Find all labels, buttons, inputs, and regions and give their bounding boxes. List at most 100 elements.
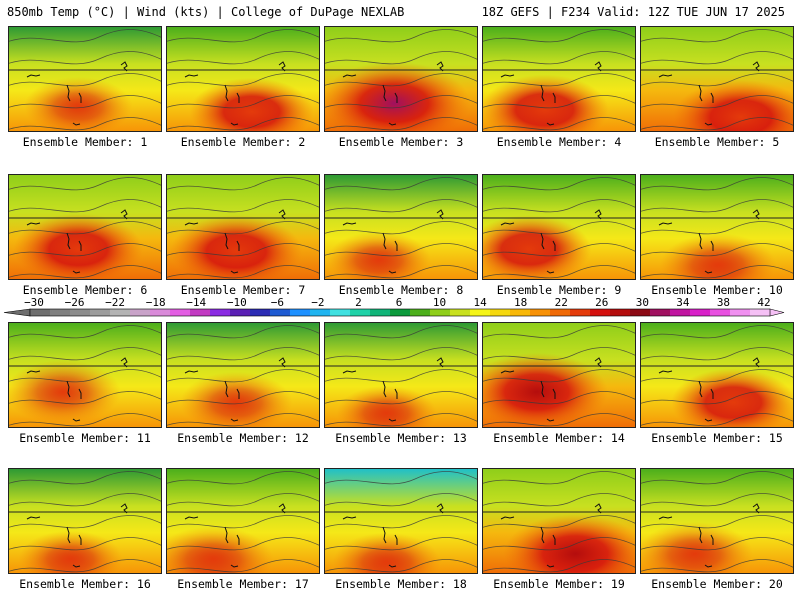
colorbar-swatch: [230, 309, 251, 316]
colorbar-tick-label: −22: [105, 296, 125, 309]
ensemble-member-label: Ensemble Member: 14: [493, 431, 625, 445]
ensemble-member-label: Ensemble Member: 5: [654, 135, 780, 149]
ensemble-panel-13: [324, 322, 478, 428]
colorbar-tick-label: −10: [227, 296, 247, 309]
colorbar-swatch: [690, 309, 711, 316]
colorbar-swatch: [610, 309, 631, 316]
colorbar-swatch: [350, 309, 371, 316]
ensemble-panel-4: [482, 26, 636, 132]
ensemble-member-label: Ensemble Member: 20: [651, 577, 783, 591]
ensemble-panel-7: [166, 174, 320, 280]
colorbar-swatch: [530, 309, 551, 316]
colorbar-swatch: [550, 309, 571, 316]
ensemble-member-label: Ensemble Member: 11: [19, 431, 151, 445]
colorbar-tick-label: 26: [595, 296, 608, 309]
colorbar-swatch: [430, 309, 451, 316]
ensemble-member-label: Ensemble Member: 6: [22, 283, 148, 297]
ensemble-member-label: Ensemble Member: 13: [335, 431, 467, 445]
colorbar-tick-label: 34: [676, 296, 690, 309]
colorbar-swatch: [30, 309, 51, 316]
colorbar-swatch: [210, 309, 231, 316]
colorbar-tick-label: −14: [186, 296, 206, 309]
ensemble-member-label: Ensemble Member: 1: [22, 135, 148, 149]
ensemble-panel-1: [8, 26, 162, 132]
ensemble-panel-6: [8, 174, 162, 280]
colorbar-tick-label: 30: [636, 296, 649, 309]
colorbar-tick-label: 38: [717, 296, 730, 309]
ensemble-panel-2: [166, 26, 320, 132]
colorbar-tick-label: 2: [355, 296, 362, 309]
ensemble-member-label: Ensemble Member: 7: [180, 283, 306, 297]
colorbar-swatch: [130, 309, 151, 316]
ensemble-member-label: Ensemble Member: 18: [335, 577, 467, 591]
temperature-colorbar: −30 −26 −22 −18 −14 −10 −6 −2 2 6 10 14 18 22 26 30 34 38…: [3, 296, 785, 317]
colorbar-swatch: [70, 309, 91, 316]
ensemble-panel-15: [640, 322, 794, 428]
colorbar-swatch: [190, 309, 211, 316]
ensemble-member-label: Ensemble Member: 17: [177, 577, 309, 591]
colorbar-tick-label: 10: [433, 296, 446, 309]
colorbar-swatch: [170, 309, 191, 316]
colorbar-tick-label: −2: [311, 296, 324, 309]
colorbar-tick-label: −6: [271, 296, 284, 309]
ensemble-member-label: Ensemble Member: 16: [19, 577, 151, 591]
colorbar-right-arrow: [769, 308, 785, 317]
ensemble-member-label: Ensemble Member: 12: [177, 431, 309, 445]
colorbar-swatch: [670, 309, 691, 316]
run-valid-time: 18Z GEFS | F234 Valid: 12Z TUE JUN 17 20…: [481, 5, 785, 19]
ensemble-panel-16: [8, 468, 162, 574]
colorbar-swatch: [590, 309, 611, 316]
chart-title: 850mb Temp (°C) | Wind (kts) | College o…: [7, 5, 405, 19]
ensemble-panel-19: [482, 468, 636, 574]
colorbar-swatch: [410, 309, 431, 316]
colorbar-swatch: [730, 309, 751, 316]
ensemble-panel-5: [640, 26, 794, 132]
colorbar-swatch: [150, 309, 171, 316]
ensemble-panel-20: [640, 468, 794, 574]
colorbar-swatch: [270, 309, 291, 316]
ensemble-member-label: Ensemble Member: 10: [651, 283, 783, 297]
colorbar-tick-label: 42: [757, 296, 770, 309]
colorbar-swatch: [570, 309, 591, 316]
ensemble-member-label: Ensemble Member: 2: [180, 135, 306, 149]
colorbar-left-arrow: [3, 308, 31, 317]
ensemble-panel-11: [8, 322, 162, 428]
ensemble-panel-12: [166, 322, 320, 428]
colorbar-tick-label: 14: [473, 296, 487, 309]
ensemble-member-label: Ensemble Member: 8: [338, 283, 464, 297]
colorbar-swatch: [750, 309, 771, 316]
ensemble-panel-17: [166, 468, 320, 574]
colorbar-swatch: [290, 309, 311, 316]
colorbar-swatch: [250, 309, 271, 316]
ensemble-panel-14: [482, 322, 636, 428]
ensemble-panel-18: [324, 468, 478, 574]
ensemble-panel-8: [324, 174, 478, 280]
ensemble-panel-3: [324, 26, 478, 132]
colorbar-tick-label: 18: [514, 296, 527, 309]
ensemble-member-label: Ensemble Member: 4: [496, 135, 622, 149]
colorbar-swatch: [450, 309, 471, 316]
colorbar-swatch: [650, 309, 671, 316]
colorbar-swatch: [710, 309, 731, 316]
colorbar-swatch: [370, 309, 391, 316]
colorbar-swatch: [330, 309, 351, 316]
ensemble-panel-10: [640, 174, 794, 280]
colorbar-tick-label: −18: [146, 296, 166, 309]
colorbar-tick-label: 22: [555, 296, 568, 309]
colorbar-swatch: [510, 309, 531, 316]
colorbar-swatch: [470, 309, 491, 316]
colorbar-tick-label: −26: [65, 296, 85, 309]
colorbar-tick-label: 6: [396, 296, 403, 309]
ensemble-member-label: Ensemble Member: 9: [496, 283, 622, 297]
ensemble-member-label: Ensemble Member: 19: [493, 577, 625, 591]
ensemble-member-label: Ensemble Member: 3: [338, 135, 464, 149]
colorbar-swatch: [630, 309, 651, 316]
colorbar-tick-label: −30: [24, 296, 44, 309]
ensemble-member-label: Ensemble Member: 15: [651, 431, 783, 445]
ensemble-panel-9: [482, 174, 636, 280]
colorbar-swatch: [50, 309, 71, 316]
colorbar-swatch: [110, 309, 131, 316]
colorbar-swatch: [390, 309, 411, 316]
colorbar-swatch: [90, 309, 111, 316]
colorbar-swatch: [310, 309, 331, 316]
